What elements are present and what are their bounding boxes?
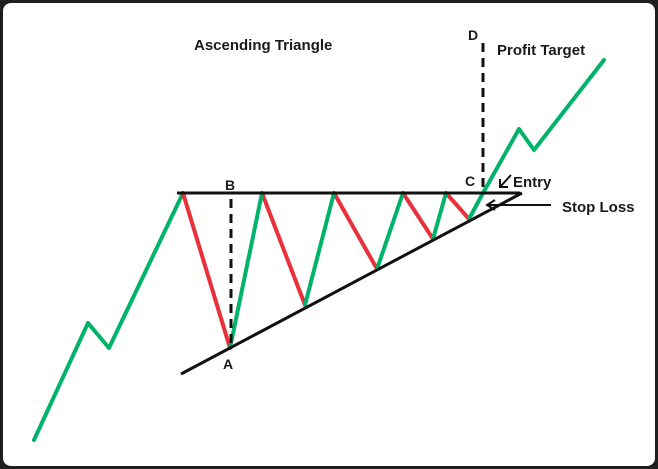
point-a-label: A — [223, 356, 233, 372]
entry-arrow — [499, 174, 512, 188]
up-legs — [228, 191, 448, 350]
up-leg — [375, 191, 405, 271]
stop-loss-arrowhead — [485, 199, 496, 211]
ascending-triangle-diagram: Ascending Triangle B A C D Profit Target… — [32, 27, 635, 442]
breakout-line — [467, 58, 606, 221]
diagram-canvas: Ascending Triangle B A C D Profit Target… — [3, 3, 655, 466]
support-line — [180, 191, 523, 376]
down-leg — [444, 191, 471, 221]
down-legs — [181, 191, 471, 350]
point-d-label: D — [468, 27, 478, 43]
down-leg — [181, 191, 232, 350]
up-leg — [431, 191, 448, 241]
down-leg — [401, 191, 435, 241]
entry-arrowhead — [499, 179, 508, 188]
prior-uptrend-line — [32, 191, 185, 442]
diagram-title: Ascending Triangle — [194, 37, 332, 54]
profit-target-label: Profit Target — [497, 42, 585, 59]
down-leg — [332, 191, 379, 271]
up-leg — [303, 191, 336, 307]
point-c-label: C — [465, 173, 475, 189]
point-b-label: B — [225, 177, 235, 193]
up-leg — [228, 191, 264, 350]
entry-label: Entry — [513, 174, 552, 191]
down-leg — [260, 191, 307, 307]
stop-loss-label: Stop Loss — [562, 199, 635, 216]
